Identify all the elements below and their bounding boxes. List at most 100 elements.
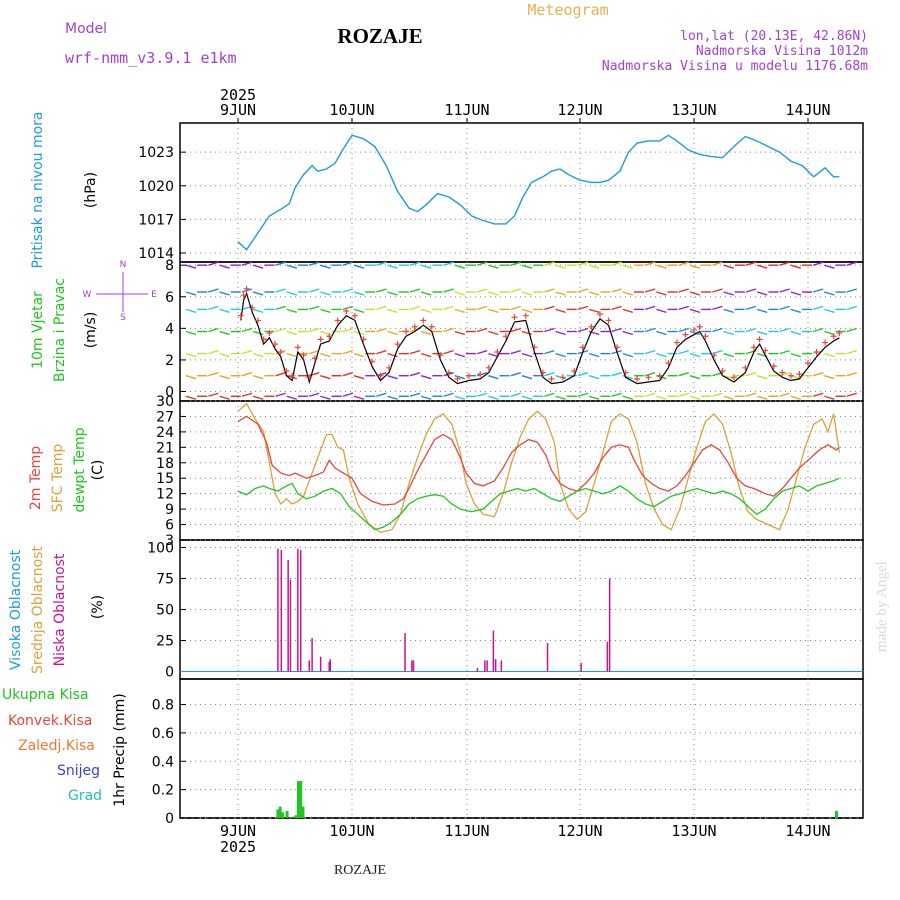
y-tick-label: 1020 bbox=[138, 179, 174, 195]
y-tick-label: 30 bbox=[156, 394, 174, 410]
wind-arrow bbox=[342, 392, 354, 397]
wind-arrow bbox=[622, 308, 634, 314]
wind-arrow bbox=[678, 261, 690, 266]
y-tick-label: 75 bbox=[156, 571, 174, 587]
wind-gust-marker bbox=[548, 375, 555, 382]
compass-s: S bbox=[120, 313, 126, 323]
wind-arrow bbox=[510, 261, 522, 266]
y-tick-label: 0 bbox=[165, 385, 174, 401]
wind-arrow bbox=[185, 264, 197, 269]
wind-gust-marker bbox=[243, 285, 250, 292]
legend-grad: Grad bbox=[68, 788, 102, 804]
wind-gust-marker bbox=[266, 330, 273, 337]
wind-arrow bbox=[420, 308, 432, 314]
wind-arrow bbox=[678, 349, 690, 355]
wind-arrow bbox=[779, 261, 790, 266]
wind-arrow bbox=[779, 372, 790, 377]
precip-ylabel: 1hr Precip (mm) bbox=[112, 693, 128, 806]
wind-arrow bbox=[488, 330, 499, 336]
wind-gust-marker bbox=[437, 352, 444, 359]
wind-gust-marker bbox=[710, 352, 717, 359]
x-tick-label-top: 14JUN bbox=[785, 101, 830, 119]
wind-gust-marker bbox=[682, 331, 689, 338]
wind-gust-marker bbox=[691, 326, 697, 333]
legend-ukupna: Ukupna Kisa bbox=[2, 687, 89, 703]
wind-arrow bbox=[476, 288, 488, 293]
precip-bar bbox=[280, 812, 284, 818]
wind-arrow bbox=[588, 264, 600, 269]
wind-arrow bbox=[756, 375, 768, 380]
wind-arrow bbox=[286, 395, 298, 400]
wind-gust-marker bbox=[386, 364, 393, 371]
y-tick-label: 0.4 bbox=[152, 754, 174, 770]
wind-arrow bbox=[678, 392, 690, 397]
wind-arrow bbox=[644, 327, 656, 333]
wind-arrow bbox=[387, 308, 398, 314]
wind-arrow bbox=[443, 392, 454, 397]
wind-ylabel-1: 10m Vjetar bbox=[30, 291, 46, 369]
wind-arrow bbox=[353, 395, 365, 400]
precip-bar bbox=[294, 815, 298, 818]
wind-arrow bbox=[712, 261, 723, 266]
wind-gust-marker bbox=[360, 336, 367, 343]
wind-arrow bbox=[790, 330, 802, 336]
wind-arrow bbox=[286, 352, 298, 358]
compass-n: N bbox=[120, 260, 127, 270]
wind-arrow bbox=[275, 288, 286, 293]
wind-arrow bbox=[644, 392, 656, 397]
wind-arrow bbox=[308, 327, 320, 333]
wind-arrow bbox=[208, 349, 219, 355]
wind-arrow bbox=[622, 330, 634, 336]
wind-gust-marker bbox=[334, 317, 341, 324]
wind-arrow bbox=[678, 327, 690, 333]
wind-gust-marker bbox=[719, 367, 726, 374]
wind-arrow bbox=[790, 395, 802, 400]
wind-arrow bbox=[779, 305, 790, 311]
wind-arrow bbox=[387, 395, 398, 400]
wind-arrow bbox=[689, 291, 701, 296]
wind-arrow bbox=[185, 308, 197, 314]
wind-gust-marker bbox=[294, 344, 301, 351]
y-tick-label: 0.2 bbox=[152, 783, 174, 799]
wind-arrow bbox=[544, 327, 555, 333]
wind-arrow bbox=[644, 349, 656, 355]
x-tick-label-top: 13JUN bbox=[671, 101, 716, 119]
wind-gust-marker bbox=[289, 372, 296, 379]
y-tick-label: 1017 bbox=[138, 212, 174, 228]
wind-arrow bbox=[376, 392, 387, 397]
wind-arrow bbox=[252, 352, 264, 358]
wind-arrow bbox=[611, 288, 622, 293]
wind-arrow bbox=[544, 372, 555, 377]
wind-arrow bbox=[745, 261, 757, 266]
y-tick-label: 21 bbox=[156, 440, 174, 456]
wind-arrow bbox=[219, 352, 230, 358]
wind-arrow bbox=[588, 375, 600, 380]
wind-arrow bbox=[219, 264, 230, 269]
wind-arrow bbox=[611, 327, 622, 333]
wind-arrow bbox=[387, 264, 398, 269]
wind-arrow bbox=[712, 392, 723, 397]
wind-arrow bbox=[678, 288, 690, 293]
wind-arrow bbox=[275, 261, 286, 266]
wind-arrow bbox=[588, 291, 600, 296]
y-tick-label: 3 bbox=[165, 533, 174, 549]
wind-arrow bbox=[644, 305, 656, 311]
wind-arrow bbox=[342, 261, 354, 266]
precip-bar bbox=[278, 806, 282, 818]
wind-arrow bbox=[208, 392, 219, 397]
wind-arrow bbox=[353, 264, 365, 269]
y-tick-label: 15 bbox=[156, 471, 174, 487]
wind-arrow bbox=[756, 264, 768, 269]
y-tick-label: 6 bbox=[165, 518, 174, 534]
wind-arrow bbox=[286, 291, 298, 296]
wind-gust-marker bbox=[622, 369, 629, 376]
wind-arrow bbox=[185, 395, 197, 400]
wind-arrow bbox=[824, 291, 835, 296]
wind-arrow bbox=[555, 352, 566, 358]
y-tick-label: 4 bbox=[165, 321, 174, 337]
wind-arrow bbox=[476, 327, 488, 333]
wind-arrow bbox=[376, 349, 387, 355]
wind-arrow bbox=[544, 261, 555, 266]
wind-arrow bbox=[342, 327, 354, 333]
cloud-ylabel-low: Niska Oblacnost bbox=[52, 553, 68, 666]
